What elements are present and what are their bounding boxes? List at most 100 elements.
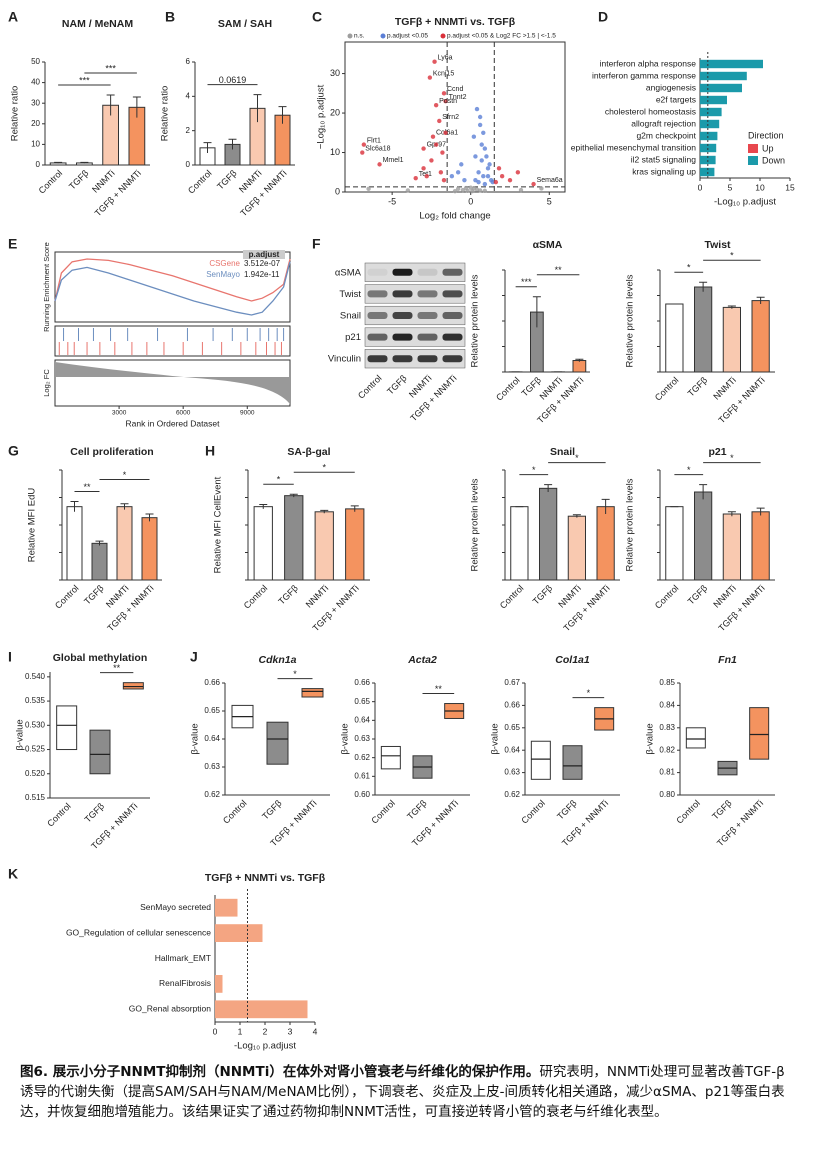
point (437, 118, 442, 124)
point (433, 142, 439, 147)
gene-label: Sfrn2 (442, 114, 459, 121)
y-tick-label: 0.63 (204, 762, 220, 771)
band (442, 268, 463, 276)
panel-title: Fn1 (718, 654, 737, 666)
blot-strip (364, 262, 466, 282)
error-bar (699, 484, 708, 500)
y-axis-label: Relative protein levels (470, 478, 481, 571)
significance-label: 0.0619 (219, 75, 247, 85)
bar (700, 83, 742, 93)
x-tick-label: -5 (388, 196, 396, 206)
band (367, 268, 388, 276)
y-tick-label: 0.82 (659, 745, 675, 754)
gene-label: Slc6a18 (365, 145, 390, 152)
point (449, 174, 455, 179)
error-bar (756, 296, 765, 304)
y-tick-label: 0 (335, 186, 340, 196)
bar (700, 167, 715, 177)
box (122, 682, 144, 690)
y-tick-label: 10 (330, 147, 340, 157)
significance-label: * (322, 463, 326, 473)
bar (596, 506, 615, 581)
panel-letter: C (312, 9, 322, 25)
category-label: GO_Regulation of cellular senescence (66, 927, 211, 937)
x-tick-label: TGFβ (83, 801, 106, 824)
significance-label: ** (435, 684, 443, 694)
legend-marker (347, 33, 353, 39)
x-tick-label: Control (369, 798, 397, 826)
legend-swatch (748, 144, 758, 153)
point (443, 99, 448, 104)
p-adjust-value: 3.512e-07 (244, 259, 281, 268)
error-bar (132, 96, 141, 118)
bar (66, 506, 83, 581)
gene-label: Postn (439, 98, 457, 105)
point (455, 186, 461, 192)
y-tick-label: 4 (186, 91, 191, 100)
x-tick-label: TGFβ + NNMTi (105, 583, 155, 633)
bar (700, 131, 718, 141)
y-tick-label: 0.65 (204, 706, 220, 715)
bar (215, 1000, 308, 1019)
point (459, 162, 464, 167)
y-tick-label: 0.62 (204, 790, 220, 799)
blot-row-label: Twist (339, 289, 361, 300)
point (468, 185, 473, 190)
category-label: epithelial mesenchymal transition (571, 142, 696, 152)
panel-title: Cdkn1a (259, 654, 297, 666)
ranked-fc (55, 362, 290, 404)
gene-label: Mmel1 (383, 157, 404, 164)
band (417, 268, 438, 276)
legend-label: Down (762, 155, 785, 165)
band (392, 355, 413, 363)
y-tick-label: 0.84 (659, 701, 675, 710)
y-tick-label: 30 (330, 68, 340, 78)
bar (314, 511, 334, 581)
box (56, 705, 78, 751)
significance-label: * (293, 669, 297, 679)
point (499, 174, 505, 179)
legend-label: Up (762, 143, 774, 153)
panel-letter: A (8, 9, 18, 25)
bar (345, 508, 365, 581)
legend-label: p.adjust <0.05 (387, 33, 428, 40)
band (392, 312, 413, 319)
y-tick-label: 2 (186, 126, 191, 135)
panel-letter: B (165, 9, 175, 25)
point (479, 142, 484, 147)
point (429, 158, 434, 163)
y-tick-label: 0.67 (504, 678, 520, 687)
x-tick-label: Control (653, 583, 681, 611)
significance-label: *** (521, 277, 532, 287)
category-label: interferon alpha response (600, 58, 697, 68)
panel-letter: F (312, 236, 321, 252)
y-axis-label: β-value (190, 723, 201, 754)
error-bar (259, 503, 268, 509)
bar (700, 59, 763, 69)
error-bar (320, 509, 329, 514)
blot-row-label: αSMA (335, 267, 362, 278)
point (474, 106, 480, 112)
bar (91, 542, 108, 581)
bar (665, 506, 684, 581)
error-bar (203, 142, 212, 153)
gene-label: Ccnd (447, 86, 463, 93)
band (442, 290, 463, 298)
panel-letter: H (205, 443, 215, 459)
point (487, 162, 492, 167)
error-bar (228, 138, 237, 150)
error-bar (727, 511, 736, 517)
y-tick-label: 0.61 (354, 771, 370, 780)
bar (215, 924, 263, 942)
band (417, 290, 438, 298)
point (440, 150, 445, 155)
band (392, 333, 413, 341)
table-header-bg (243, 250, 285, 259)
point (531, 181, 536, 187)
panel-title: p21 (708, 446, 726, 458)
point (471, 134, 477, 139)
category-label: g2m checkpoint (636, 130, 696, 140)
blot-strip (364, 327, 466, 347)
